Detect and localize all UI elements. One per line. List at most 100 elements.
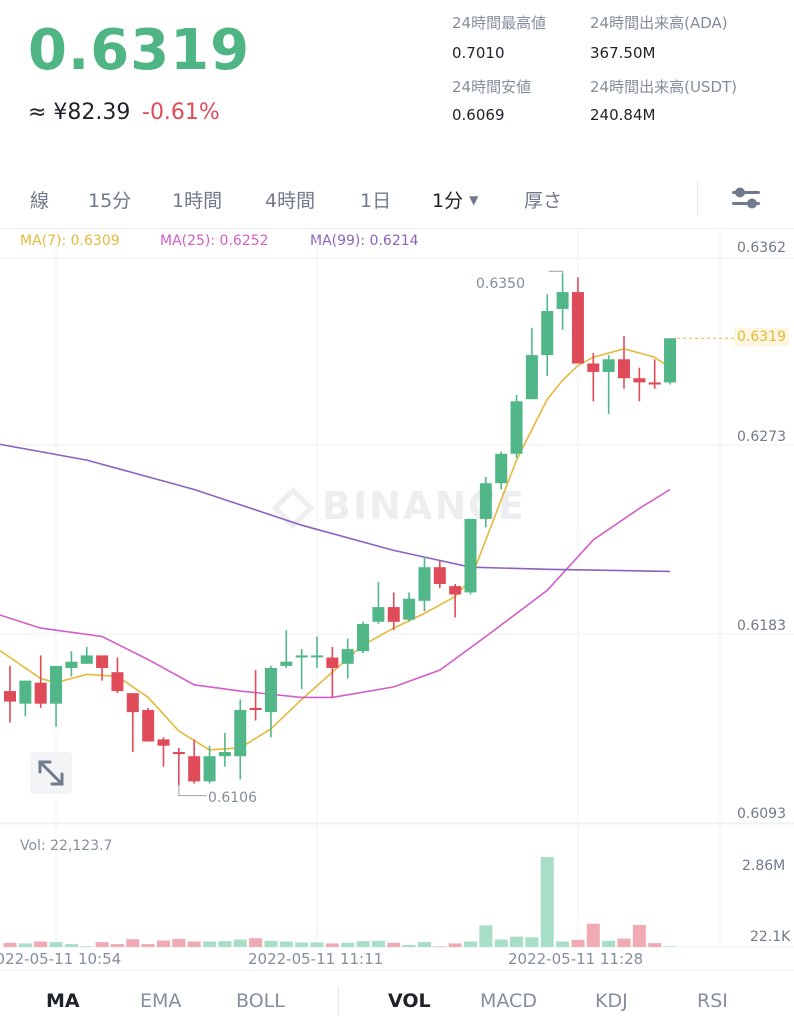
price-tick: 0.6362 [737, 240, 786, 256]
volume-bar [279, 941, 293, 947]
volume-tick: 2.86M [742, 858, 786, 874]
volume-bar [371, 940, 385, 947]
fiat-price: ≈ ¥82.39 [28, 100, 131, 125]
low-annotation: 0.6106 [208, 790, 257, 806]
volume-bar [586, 923, 600, 947]
candle-body [464, 518, 477, 593]
volume-bar [510, 936, 524, 947]
separator [0, 970, 794, 971]
candle-body [648, 382, 661, 385]
ma-line-ma99 [0, 443, 671, 573]
candle-body [357, 623, 370, 652]
volume-bar [356, 941, 370, 947]
candle-body [633, 378, 646, 383]
ma7-legend: MA(7): 0.6309 [20, 233, 120, 249]
candle-body [188, 756, 201, 782]
volume-bar [602, 940, 616, 947]
low-annotation-line [178, 785, 207, 797]
candle-body [142, 710, 155, 742]
candle-body [387, 607, 400, 622]
candle-body [326, 657, 339, 668]
tab-depth[interactable]: 厚さ [524, 190, 563, 212]
tab-1m-dropdown[interactable]: 1分 ▼ [432, 186, 478, 213]
separator [0, 228, 794, 229]
tab-1d[interactable]: 1日 [360, 190, 392, 212]
time-tick: 2022-05-11 11:11 [248, 950, 384, 968]
indicator-tab-ema[interactable]: EMA [140, 990, 182, 1012]
expand-arrows-icon [38, 760, 64, 786]
volume-bar [648, 943, 662, 947]
indicator-tab-macd[interactable]: MACD [480, 990, 537, 1012]
volume-bar [157, 940, 170, 947]
candle-body [172, 752, 185, 755]
volume-bar [80, 946, 94, 947]
last-price-marker: 0.6319 [734, 328, 789, 347]
volume-bar [126, 939, 140, 947]
volume-bar [49, 942, 63, 947]
volume-bar [3, 942, 17, 947]
ma25-legend: MA(25): 0.6252 [160, 233, 269, 249]
candle-body [50, 665, 63, 704]
candle-body [556, 292, 569, 309]
volume-bar [494, 939, 508, 947]
volume-label: Vol: 22,123.7 [20, 838, 113, 854]
stat-24h-vol-ada-label: 24時間出来高(ADA) [590, 14, 728, 32]
candle-body [618, 359, 630, 379]
stat-24h-vol-usdt-label: 24時間出来高(USDT) [590, 78, 738, 96]
price-tick: 0.6273 [737, 429, 786, 445]
indicator-tab-boll[interactable]: BOLL [236, 990, 285, 1012]
volume-bar [448, 943, 462, 947]
indicator-tab-ma[interactable]: MA [46, 990, 80, 1012]
volume-bar [218, 941, 232, 947]
volume-bar [571, 939, 585, 947]
sliders-icon[interactable] [730, 184, 762, 212]
volume-bar [433, 946, 447, 947]
last-price: 0.6319 [28, 18, 251, 83]
volume-bar [525, 937, 539, 947]
price-tick: 0.6093 [737, 806, 786, 822]
volume-bar [417, 942, 431, 947]
ma-line-ma7 [0, 347, 671, 751]
indicator-tab-vol[interactable]: VOL [388, 990, 431, 1012]
volume-bar [141, 944, 155, 947]
indicator-divider [338, 986, 339, 1016]
candle-body [126, 693, 139, 713]
candle-body [65, 661, 78, 668]
indicator-tab-kdj[interactable]: KDJ [595, 990, 628, 1012]
candle-body [372, 607, 385, 622]
volume-bar [341, 942, 355, 947]
ma99-legend: MA(99): 0.6214 [310, 233, 419, 249]
candle-body [19, 680, 32, 704]
tab-1h[interactable]: 1時間 [172, 190, 223, 212]
price-tick: 0.6183 [737, 618, 786, 634]
caret-down-icon: ▼ [469, 193, 479, 207]
candle-body [311, 655, 323, 658]
high-annotation: 0.6350 [476, 276, 525, 292]
volume-bar [617, 938, 631, 947]
tab-line[interactable]: 線 [30, 190, 50, 212]
candle-body [664, 338, 677, 383]
candle-body [602, 359, 615, 372]
tab-15m[interactable]: 15分 [88, 190, 132, 212]
time-tick: 2022-05-11 11:28 [508, 950, 644, 968]
candle-body [96, 655, 109, 668]
tab-4h[interactable]: 4時間 [265, 190, 316, 212]
candlestick-chart[interactable] [0, 0, 794, 975]
volume-bar [464, 941, 477, 947]
volume-bar [402, 945, 416, 947]
candle-body [157, 739, 170, 746]
candle-body [203, 756, 216, 782]
volume-bar [203, 941, 217, 947]
candle-body [80, 655, 93, 664]
volume-bar [632, 924, 646, 947]
expand-chart-button[interactable] [30, 752, 72, 794]
indicator-tab-rsi[interactable]: RSI [697, 990, 728, 1012]
volume-bar [187, 941, 201, 947]
candle-body [525, 355, 538, 400]
candle-body [234, 710, 247, 757]
volume-bar [310, 942, 324, 947]
volume-bar [387, 942, 401, 947]
volume-bar [663, 946, 677, 947]
stat-24h-vol-ada-value: 367.50M [590, 44, 656, 62]
candle-body [403, 598, 416, 620]
